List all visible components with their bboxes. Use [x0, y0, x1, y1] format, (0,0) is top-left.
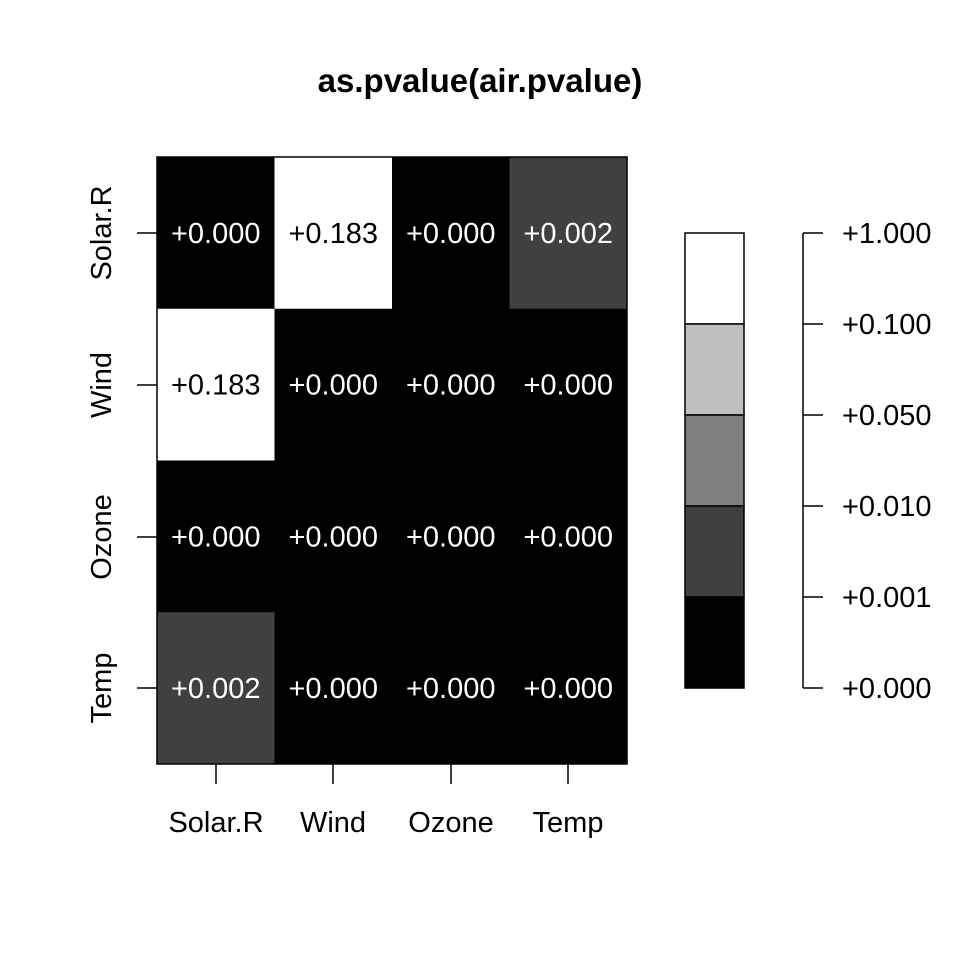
heatmap-cell [392, 157, 510, 310]
x-tick-label: Ozone [408, 807, 493, 839]
heatmap-cell [509, 460, 628, 613]
legend-tick-label: +1.000 [842, 218, 932, 250]
cell-value-label: +0.000 [171, 218, 261, 250]
y-tick-label: Solar.R [86, 185, 118, 280]
cell-value-label: +0.183 [288, 218, 378, 250]
cell-value-label: +0.000 [406, 218, 496, 250]
cell-value-label: +0.002 [171, 673, 261, 705]
heatmap-cell [157, 157, 275, 310]
cell-value-label: +0.000 [523, 521, 613, 553]
legend-color-box [684, 323, 745, 416]
cell-value-label: +0.000 [406, 521, 496, 553]
color-legend: +1.000 +0.100 +0.050 +0.010 +0.001 +0.000 [684, 218, 932, 705]
heatmap-cell [274, 157, 393, 310]
legend-tick-label: +0.001 [842, 582, 932, 614]
cell-value-label: +0.183 [171, 370, 261, 402]
cell-value-label: +0.000 [288, 673, 378, 705]
x-tick-label: Solar.R [168, 807, 263, 839]
heatmap-cell [157, 460, 275, 613]
legend-color-box [684, 596, 745, 689]
cell-value-label: +0.000 [523, 370, 613, 402]
cell-value-label: +0.000 [288, 521, 378, 553]
x-axis: Solar.R Wind Ozone Temp [168, 764, 603, 839]
heatmap-cell [392, 460, 510, 613]
y-tick-label: Temp [86, 653, 118, 724]
heatmap-cell [509, 612, 628, 765]
heatmap-cells [157, 157, 628, 765]
cell-value-label: +0.000 [406, 673, 496, 705]
heatmap-cell [274, 460, 393, 613]
y-tick-label: Wind [86, 352, 118, 418]
x-tick-label: Temp [533, 807, 604, 839]
legend-tick-label: +0.000 [842, 673, 932, 705]
plot-border [156, 156, 628, 765]
heatmap-cell [157, 308, 275, 461]
legend-color-box [684, 414, 745, 507]
heatmap-cell [274, 308, 393, 461]
cell-value-label: +0.000 [288, 370, 378, 402]
heatmap-cell [392, 612, 510, 765]
heatmap-cell [509, 157, 628, 310]
y-axis: Solar.R Wind Ozone Temp [86, 185, 157, 723]
cell-value-label: +0.000 [171, 521, 261, 553]
cell-value-label: +0.000 [406, 370, 496, 402]
x-tick-label: Wind [300, 807, 366, 839]
cell-value-label: +0.002 [523, 218, 613, 250]
heatmap-cell [274, 612, 393, 765]
heatmap-cell [157, 612, 275, 765]
heatmap-cell [392, 308, 510, 461]
cell-value-label: +0.000 [523, 673, 613, 705]
legend-color-box [684, 505, 745, 598]
chart-title: as.pvalue(air.pvalue) [318, 62, 643, 99]
heatmap-cell [509, 308, 628, 461]
legend-color-box [684, 232, 745, 325]
heatmap-value-labels: +0.000 +0.183 +0.000 +0.002 +0.183 +0.000 +0.0… [171, 218, 613, 705]
legend-tick-label: +0.050 [842, 400, 932, 432]
y-tick-label: Ozone [86, 494, 118, 579]
legend-tick-label: +0.010 [842, 491, 932, 523]
legend-tick-label: +0.100 [842, 309, 932, 341]
